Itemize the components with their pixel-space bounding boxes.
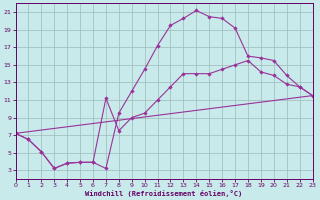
X-axis label: Windchill (Refroidissement éolien,°C): Windchill (Refroidissement éolien,°C): [85, 190, 243, 197]
